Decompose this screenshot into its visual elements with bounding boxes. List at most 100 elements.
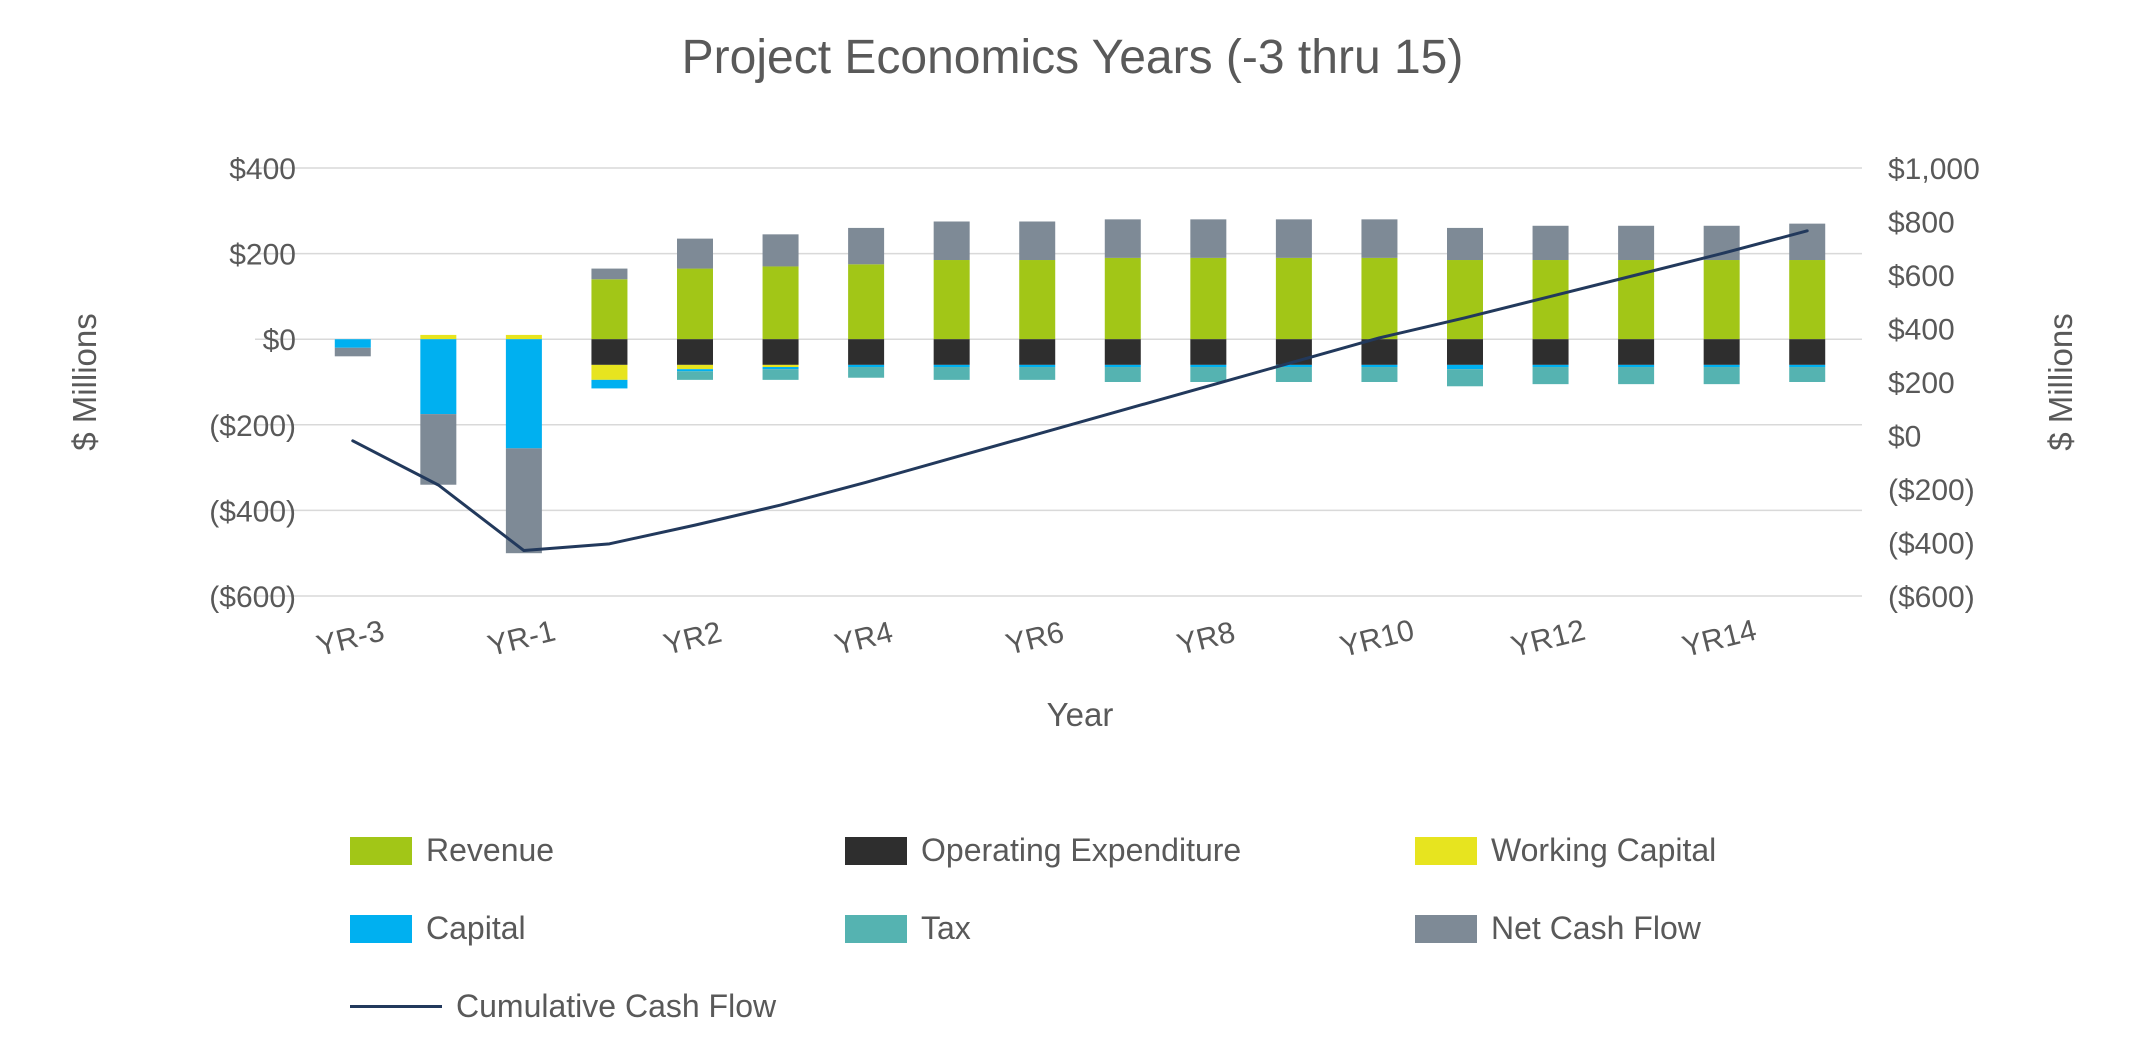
x-axis-tick-label: YR2 — [660, 616, 725, 662]
x-axis-tick-label: YR6 — [1003, 616, 1068, 662]
bar-segment — [505, 334, 542, 340]
bar-segment — [848, 227, 885, 265]
legend-swatch-operating-expenditure — [845, 836, 907, 865]
right-axis-tick-label: ($400) — [1888, 528, 1975, 561]
x-axis-title: Year — [1047, 696, 1114, 733]
legend-item-working-capital: Working Capital — [1415, 832, 1716, 869]
bar-segment — [1019, 260, 1056, 340]
bar-segment — [1361, 367, 1398, 382]
bar-segment — [1019, 221, 1056, 261]
left-axis-tick-label: $0 — [263, 324, 296, 357]
bar-segment — [1361, 364, 1398, 368]
bar-segment — [677, 364, 713, 370]
legend-swatch-cumulative-cash-flow — [350, 1005, 442, 1008]
bar-segment — [1789, 260, 1826, 340]
x-axis-tick-label: YR12 — [1508, 614, 1589, 664]
bar-segment — [1190, 219, 1227, 258]
x-axis-tick-label: YR14 — [1679, 614, 1760, 664]
bar-segment — [933, 367, 970, 380]
legend-item-tax: Tax — [845, 910, 971, 947]
bar-segment — [677, 238, 713, 269]
left-axis-tick-label: $400 — [229, 153, 296, 186]
left-axis-tick-label: ($200) — [209, 410, 296, 443]
bar-segment — [1275, 219, 1312, 258]
bar-segment — [591, 279, 628, 340]
bar-segment — [1275, 367, 1312, 382]
cumulative-cash-flow-line — [351, 229, 1809, 553]
bar-segment — [1447, 339, 1483, 365]
legend-label-operating-expenditure: Operating Expenditure — [921, 832, 1242, 868]
left-axis-title: $ Millions — [66, 313, 103, 451]
right-axis-tick-label: $0 — [1888, 421, 1921, 454]
bar-segment — [1275, 257, 1312, 340]
bar-segment — [1275, 364, 1312, 368]
bar-segment — [591, 364, 628, 380]
bar-segment — [677, 339, 713, 365]
bar-segment — [1190, 367, 1227, 382]
bar-segment — [505, 448, 542, 554]
bar-segment — [933, 260, 970, 340]
left-axis-tick-label: ($600) — [209, 581, 296, 614]
x-axis-tick-label: YR8 — [1174, 616, 1239, 662]
bar-segment — [1361, 257, 1398, 340]
bar-segment — [1447, 369, 1483, 387]
bar-segment — [334, 339, 371, 348]
bar-segment — [1190, 364, 1227, 368]
right-axis-tick-label: ($600) — [1888, 581, 1975, 614]
bar-segment — [762, 369, 799, 380]
bar-segment — [1019, 364, 1056, 368]
bar-segment — [677, 371, 713, 380]
bar-segment — [1532, 339, 1569, 365]
bar-segment — [1789, 339, 1826, 365]
bar-segment — [848, 367, 885, 378]
right-axis-tick-label: $400 — [1888, 314, 1955, 347]
right-axis-tick-label: $1,000 — [1888, 153, 1980, 186]
right-axis-tick-label: $800 — [1888, 207, 1955, 240]
bar-segment — [591, 268, 628, 280]
bar-segment — [848, 264, 885, 340]
legend-item-cumulative-cash-flow: Cumulative Cash Flow — [350, 988, 776, 1025]
x-axis-tick-label: YR-3 — [313, 615, 387, 664]
bar-segment — [848, 339, 885, 365]
bar-segment — [762, 367, 799, 370]
bar-segment — [420, 339, 457, 415]
bar-segment — [1618, 339, 1655, 365]
bar-segment — [1104, 339, 1141, 365]
bar-segment — [1618, 225, 1655, 261]
right-axis-tick-label: $200 — [1888, 367, 1955, 400]
legend-label-cumulative-cash-flow: Cumulative Cash Flow — [456, 988, 777, 1024]
legend-swatch-capital — [350, 914, 412, 943]
x-axis-tick-label: YR10 — [1337, 614, 1418, 664]
left-axis-tick-label: $200 — [229, 239, 296, 272]
bar-segment — [848, 364, 885, 368]
bar-segment — [1019, 367, 1056, 380]
bar-segment — [1104, 257, 1141, 340]
bar-segment — [1703, 367, 1740, 385]
legend-item-revenue: Revenue — [350, 832, 554, 869]
bar-segment — [1447, 227, 1483, 261]
legend-swatch-working-capital — [1415, 836, 1477, 865]
x-axis-tick-label: YR-1 — [484, 615, 558, 664]
bar-segment — [591, 379, 628, 389]
legend-label-working-capital: Working Capital — [1491, 832, 1717, 868]
bar-segment — [933, 221, 970, 261]
bar-segment — [1361, 219, 1398, 258]
bar-segment — [677, 268, 713, 340]
bar-segment — [1019, 339, 1056, 365]
right-axis-tick-label: ($200) — [1888, 474, 1975, 507]
x-axis-tick-label: YR4 — [832, 616, 897, 662]
bar-segment — [933, 364, 970, 368]
bar-segment — [591, 339, 628, 365]
right-axis-title: $ Millions — [2042, 313, 2079, 451]
bar-segment — [1789, 364, 1826, 368]
bar-segment — [1447, 260, 1483, 340]
bar-segment — [1104, 219, 1141, 258]
bar-segment — [1703, 339, 1740, 365]
legend-item-operating-expenditure: Operating Expenditure — [845, 832, 1241, 869]
bar-segment — [334, 347, 371, 357]
bar-segment — [1190, 339, 1227, 365]
chart-title: Project Economics Years (-3 thru 15) — [681, 31, 1464, 84]
bar-segment — [1703, 364, 1740, 368]
bar-segment — [505, 339, 542, 449]
